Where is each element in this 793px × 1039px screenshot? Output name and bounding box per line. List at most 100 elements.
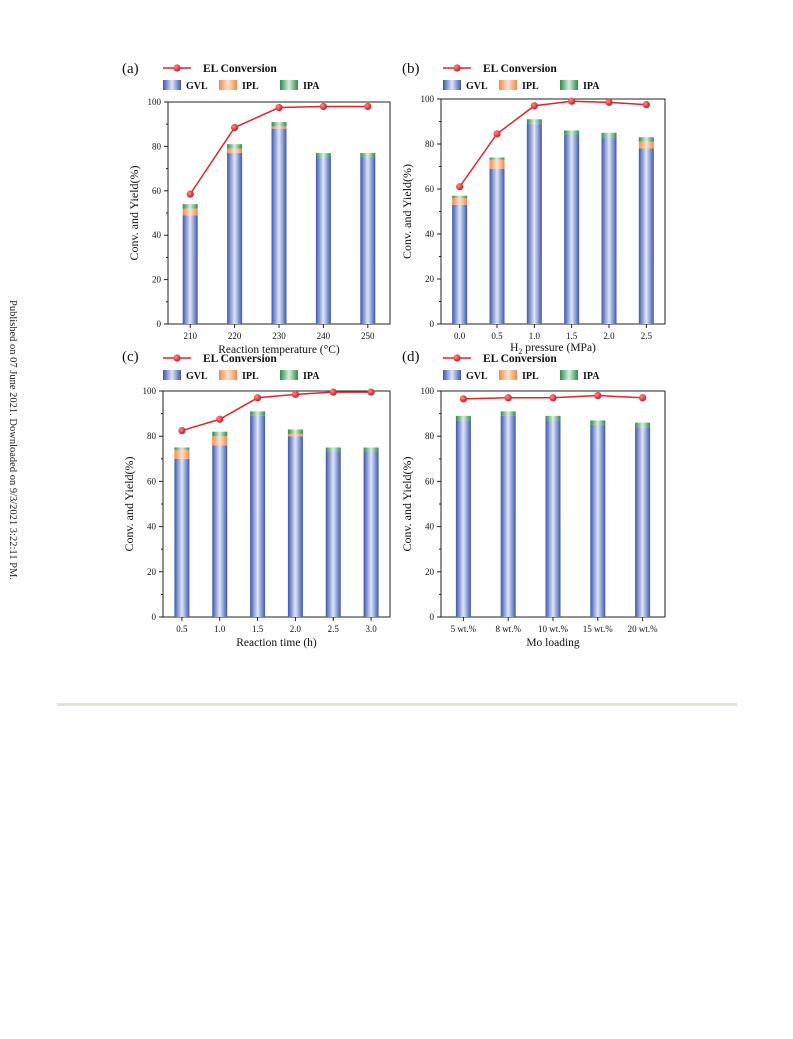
panel-label: (d) xyxy=(402,349,420,365)
bar-gvl xyxy=(315,157,331,324)
legend-ipl: IPL xyxy=(242,371,259,382)
conversion-point xyxy=(178,426,186,435)
y-tick-label: 0 xyxy=(157,319,162,329)
conversion-point xyxy=(568,97,576,105)
bar-gvl xyxy=(564,135,580,324)
x-tick-label: 1.5 xyxy=(252,624,264,634)
conversion-point xyxy=(367,388,375,396)
legend-gvl: GVL xyxy=(186,371,208,382)
y-tick-label: 40 xyxy=(152,230,162,240)
bar-gvl xyxy=(174,458,190,617)
legend-dot-swatch xyxy=(173,64,181,72)
bar-gvl xyxy=(325,452,341,617)
bar-ipa xyxy=(250,411,266,416)
conversion-point xyxy=(642,101,650,109)
conversion-point xyxy=(549,394,557,402)
legend-conversion: EL Conversion xyxy=(483,63,557,75)
x-tick-label: 3.0 xyxy=(365,624,377,634)
legend-swatch-gvl xyxy=(163,80,181,90)
conversion-point xyxy=(639,394,647,402)
bar-ipl xyxy=(287,433,303,437)
bar-gvl xyxy=(638,148,654,324)
legend-dot-swatch xyxy=(453,64,461,72)
bar-ipa xyxy=(271,121,287,127)
x-tick-label: 5 wt.% xyxy=(451,624,477,634)
y-tick-label: 60 xyxy=(152,186,162,196)
x-tick-label: 210 xyxy=(183,331,197,341)
bar-ipa xyxy=(601,132,617,138)
y-tick-label: 100 xyxy=(148,97,162,107)
x-tick-label: 240 xyxy=(317,331,331,341)
x-axis-label: Mo loading xyxy=(526,637,580,649)
legend-ipa: IPA xyxy=(583,81,600,92)
section-divider xyxy=(57,703,737,706)
legend-ipa: IPA xyxy=(583,371,600,382)
conversion-point xyxy=(456,183,464,191)
conversion-point xyxy=(493,130,501,138)
y-axis-label: Conv. and Yield(%) xyxy=(127,165,141,260)
y-tick-label: 0 xyxy=(430,319,435,329)
legend-ipl: IPL xyxy=(242,81,259,92)
bar-ipa xyxy=(325,447,341,453)
y-tick-label: 20 xyxy=(425,567,435,577)
bar-gvl xyxy=(601,137,617,324)
y-tick-label: 100 xyxy=(421,386,435,396)
bar-ipl xyxy=(227,148,243,154)
bar-ipa xyxy=(363,447,379,453)
bar-gvl xyxy=(227,153,243,324)
legend-swatch-ipl xyxy=(219,80,237,90)
figure-panels: (a) EL Conversion GVL IPL IPA 0 20 40 60 80 100 Con… xyxy=(122,61,666,649)
legend-gvl: GVL xyxy=(186,81,208,92)
panel-label: (a) xyxy=(122,61,139,77)
x-tick-label: 2.5 xyxy=(641,331,653,341)
bar-ipa xyxy=(545,415,561,421)
panel-label: (c) xyxy=(122,349,139,365)
chart-panel-1: (a) EL Conversion GVL IPL IPA 0 20 40 60 80 100 Con… xyxy=(122,61,391,356)
x-tick-label: 0.5 xyxy=(176,624,188,634)
bar-gvl xyxy=(455,420,471,617)
legend-swatch-ipa xyxy=(280,80,298,90)
legend-ipa: IPA xyxy=(303,81,320,92)
x-tick-label: 2.0 xyxy=(290,624,302,634)
bar-ipl xyxy=(452,198,468,205)
y-axis-label: Conv. and Yield(%) xyxy=(400,164,414,259)
y-tick-label: 20 xyxy=(425,274,435,284)
x-tick-label: 1.0 xyxy=(529,331,541,341)
legend-swatch-ipl xyxy=(499,370,517,380)
y-tick-label: 80 xyxy=(425,139,435,149)
legend-ipl: IPL xyxy=(522,371,539,382)
x-tick-label: 230 xyxy=(272,331,286,341)
conversion-point xyxy=(594,391,602,400)
plot-frame xyxy=(440,98,666,325)
bar-gvl xyxy=(287,436,303,617)
bar-ipa xyxy=(174,447,190,450)
y-tick-label: 20 xyxy=(147,567,157,577)
x-axis-label: Reaction time (h) xyxy=(236,637,317,649)
legend-swatch-ipa xyxy=(280,370,298,380)
bar-ipl xyxy=(271,126,287,129)
bar-ipa xyxy=(590,420,606,425)
chart-panel-4: (d) EL Conversion GVL IPL IPA 0 20 40 60 80 100 Con… xyxy=(400,349,666,649)
y-axis-label: Conv. and Yield(%) xyxy=(400,456,414,551)
x-tick-label: 0.5 xyxy=(491,331,503,341)
x-tick-label: 0.0 xyxy=(454,331,466,341)
legend-ipl: IPL xyxy=(522,81,539,92)
conversion-point xyxy=(504,394,512,402)
x-tick-label: 20 wt.% xyxy=(628,624,659,634)
legend-swatch-gvl xyxy=(443,370,461,380)
bar-ipl xyxy=(174,449,190,459)
y-tick-label: 60 xyxy=(147,476,157,486)
x-tick-label: 1.0 xyxy=(214,624,226,634)
legend-conversion: EL Conversion xyxy=(483,353,557,365)
bar-ipa xyxy=(500,411,516,416)
bar-ipa xyxy=(489,157,505,160)
y-tick-label: 100 xyxy=(421,94,435,104)
x-tick-label: 2.5 xyxy=(328,624,340,634)
bar-ipa xyxy=(526,119,542,124)
conversion-point xyxy=(605,98,613,106)
y-tick-label: 60 xyxy=(425,476,435,486)
bar-gvl xyxy=(250,415,266,617)
chart-panel-3: (c) EL Conversion GVL IPL IPA 0 20 40 60 80 100 Con… xyxy=(122,349,391,649)
bar-gvl xyxy=(363,452,379,617)
y-tick-label: 40 xyxy=(147,522,157,532)
